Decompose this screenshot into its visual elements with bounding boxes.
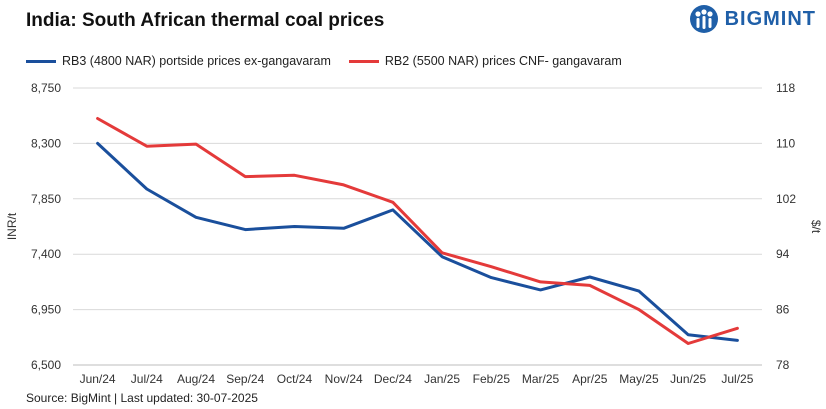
series-line-rb3	[96, 141, 739, 342]
series-line-rb2	[96, 117, 739, 345]
x-tick-label: Jun/24	[80, 372, 116, 386]
x-tick-label: Mar/25	[522, 372, 560, 386]
y-axis-label-right: $/t	[809, 220, 823, 234]
legend-item-rb3: RB3 (4800 NAR) portside prices ex-gangav…	[26, 54, 331, 68]
y-tick-label-right: 102	[776, 192, 796, 206]
x-tick-label: Jul/24	[131, 372, 163, 386]
x-tick-label: Dec/24	[374, 372, 412, 386]
y-tick-label-left: 7,400	[31, 247, 61, 261]
y-axis-label-left: INR/t	[5, 212, 19, 240]
x-tick-label: Jul/25	[721, 372, 753, 386]
chart-legend: RB3 (4800 NAR) portside prices ex-gangav…	[26, 54, 622, 68]
brand-logo: BIGMINT	[689, 4, 816, 34]
bigmint-logo-icon	[689, 5, 718, 33]
logo-text: BIGMINT	[724, 7, 816, 30]
x-tick-label: Jan/25	[424, 372, 460, 386]
x-tick-label: Oct/24	[277, 372, 313, 386]
y-tick-label-right: 110	[776, 136, 795, 150]
y-tick-label-right: 86	[776, 303, 790, 317]
y-tick-label-left: 6,500	[31, 358, 61, 372]
y-tick-label-left: 8,750	[31, 81, 61, 95]
source-note: Source: BigMint | Last updated: 30-07-20…	[26, 391, 258, 405]
y-tick-label-right: 78	[776, 358, 790, 372]
y-tick-label-left: 6,950	[31, 303, 61, 317]
x-tick-label: May/25	[619, 372, 659, 386]
x-tick-label: Jun/25	[670, 372, 706, 386]
y-tick-label-left: 8,300	[31, 136, 61, 150]
x-tick-label: Feb/25	[473, 372, 511, 386]
y-tick-label-right: 118	[776, 81, 795, 95]
chart-title: India: South African thermal coal prices	[26, 10, 385, 31]
x-tick-label: Aug/24	[177, 372, 215, 386]
x-tick-label: Nov/24	[325, 372, 363, 386]
legend-label-rb2: RB2 (5500 NAR) prices CNF- gangavaram	[384, 54, 622, 68]
legend-swatch-rb2	[348, 59, 379, 63]
legend-item-rb2: RB2 (5500 NAR) prices CNF- gangavaram	[348, 54, 622, 68]
x-tick-label: Apr/25	[572, 372, 608, 386]
legend-label-rb3: RB3 (4800 NAR) portside prices ex-gangav…	[62, 54, 331, 68]
legend-swatch-rb3	[26, 59, 56, 63]
y-tick-label-left: 7,850	[31, 192, 61, 206]
x-tick-label: Sep/24	[226, 372, 264, 386]
y-tick-label-right: 94	[776, 247, 790, 261]
